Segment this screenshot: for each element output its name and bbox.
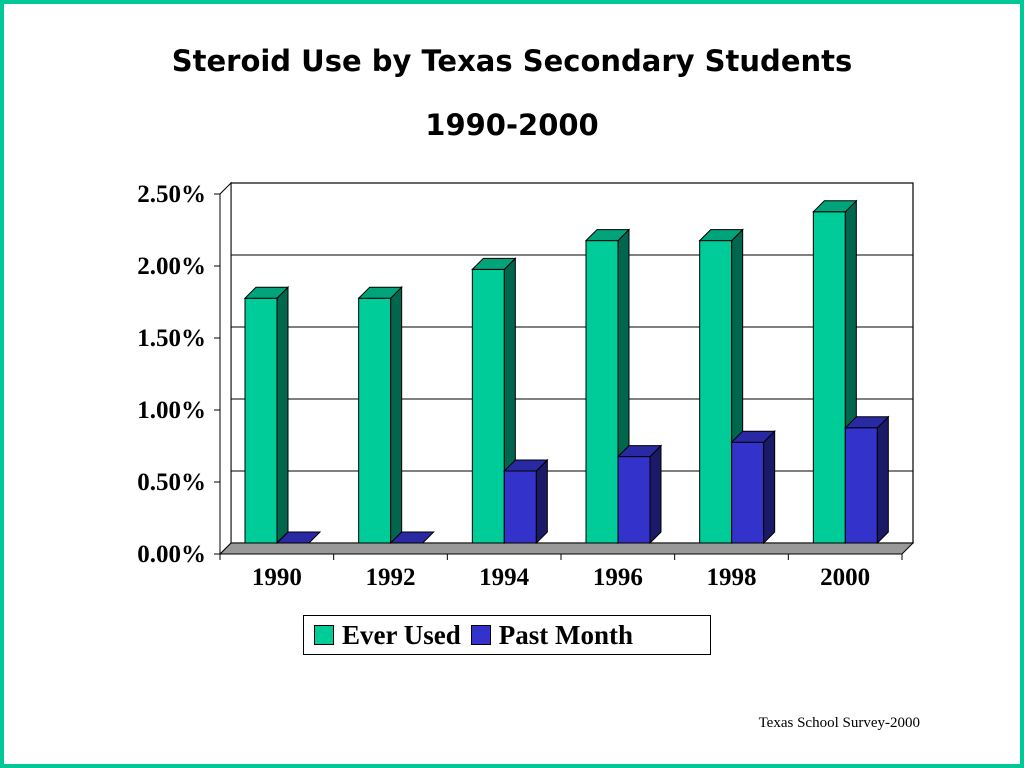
bar-ever-used-1996 — [585, 240, 619, 544]
bar-ever-used-1990 — [244, 297, 278, 544]
bar-past-month-2000-top — [844, 416, 890, 429]
x-tick-label: 1996 — [593, 564, 643, 591]
bar-ever-used-1992-top — [357, 286, 403, 299]
legend-swatch-past-month — [470, 625, 491, 645]
bar-past-month-1992-top — [389, 531, 435, 544]
bar-ever-used-2000-top — [812, 200, 858, 213]
bar-ever-used-1994 — [471, 268, 505, 544]
bar-past-month-1994-side — [535, 458, 548, 545]
bar-past-month-1996 — [617, 456, 651, 544]
chart-title: Steroid Use by Texas Secondary Students — [171, 44, 853, 78]
bar-ever-used-1998 — [699, 240, 733, 544]
bar-past-month-1994 — [503, 470, 537, 544]
y-tick-label: 0.50% — [137, 469, 206, 496]
y-tick-label: 2.00% — [137, 253, 206, 280]
bar-past-month-1990-top — [275, 531, 322, 544]
y-tick-label: 1.00% — [137, 397, 206, 424]
y-tick-label: 1.50% — [137, 325, 206, 352]
legend-label-ever-used: Ever Used — [342, 619, 461, 650]
chart-floor — [218, 542, 915, 555]
bar-ever-used-1992-side — [390, 285, 403, 545]
legend-item-ever-used: Ever Used — [314, 620, 461, 651]
x-tick-label: 1998 — [707, 564, 757, 591]
bar-ever-used-1998-top — [698, 229, 744, 242]
y-tick-label: 2.50% — [137, 181, 206, 208]
bar-past-month-1996-side — [649, 444, 662, 545]
bar-ever-used-2000 — [812, 211, 846, 544]
bar-past-month-2000-side — [876, 415, 889, 545]
bar-past-month-2000 — [844, 427, 878, 544]
bar-ever-used-1996-top — [584, 229, 631, 242]
legend-label-past-month: Past Month — [498, 619, 633, 650]
bar-ever-used-1994-top — [471, 257, 517, 270]
chart-side-wall — [219, 181, 232, 556]
bar-ever-used-1990-top — [243, 286, 290, 299]
legend-swatch-ever-used — [314, 625, 334, 645]
bar-past-month-1998-side — [763, 429, 776, 545]
bar-ever-used-1992 — [358, 297, 392, 544]
bar-past-month-1996-top — [616, 445, 663, 458]
legend-item-past-month: Past Month — [470, 619, 633, 651]
bar-past-month-1998-top — [730, 430, 776, 443]
source-note: Texas School Survey-2000 — [758, 715, 920, 731]
bar-past-month-1994-top — [503, 459, 549, 472]
y-tick-label: 0.00% — [137, 541, 206, 568]
x-tick-label: 1992 — [366, 564, 416, 591]
chart-legend: Ever Used Past Month — [303, 615, 711, 655]
bar-past-month-1998 — [731, 441, 765, 544]
x-tick-label: 1994 — [479, 564, 530, 591]
x-tick-label: 1990 — [252, 564, 302, 591]
chart-subtitle: 1990-2000 — [425, 108, 599, 142]
plot-area — [230, 182, 914, 544]
bar-ever-used-1990-side — [276, 285, 289, 545]
x-tick-label: 2000 — [820, 564, 870, 591]
